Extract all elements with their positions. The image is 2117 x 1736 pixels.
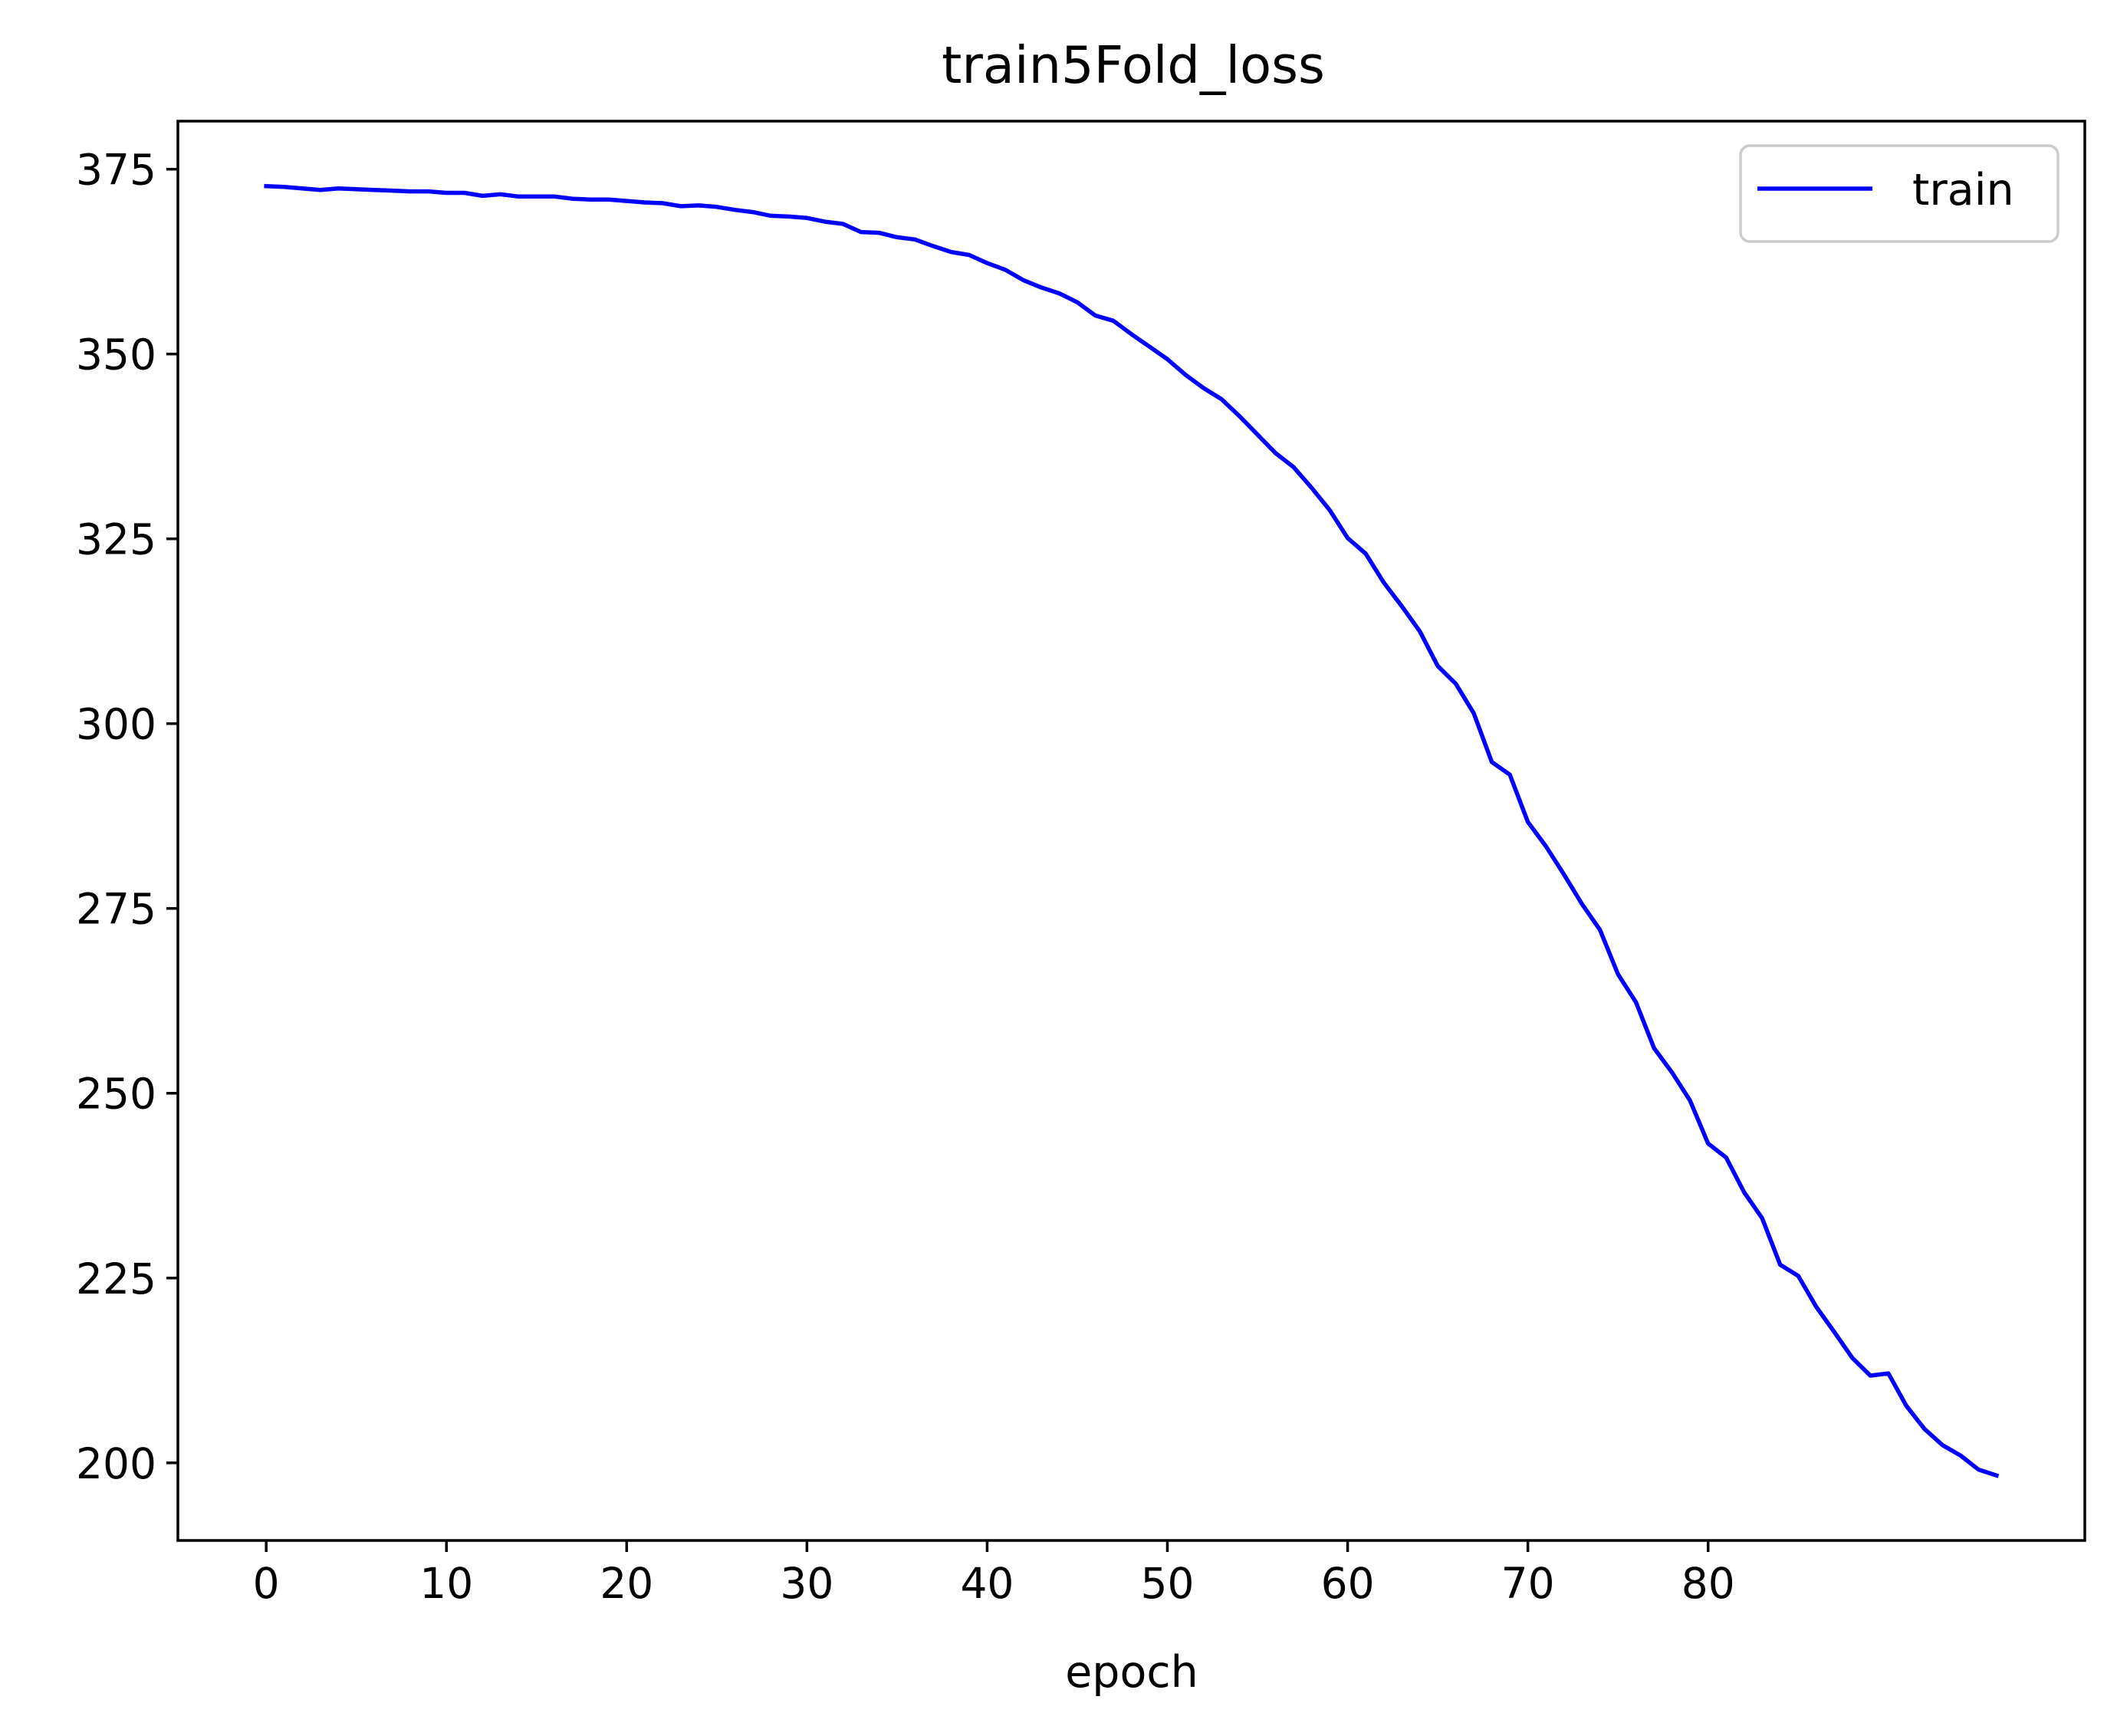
plot-area-frame	[176, 120, 2086, 1542]
legend-box	[1739, 144, 2059, 243]
legend-label-train: train	[1912, 165, 2014, 215]
x-tick-label: 60	[1321, 1559, 1375, 1608]
x-tick-label: 50	[1141, 1559, 1195, 1608]
y-tick-label: 375	[76, 146, 156, 195]
chart-title: train5Fold_loss	[942, 35, 1325, 95]
plot-lines	[264, 183, 2000, 1478]
x-tick-label: 20	[600, 1559, 653, 1608]
x-axis-ticks: 0 10 20 30 40 50 60 70 80	[253, 1540, 1735, 1608]
legend: train	[1739, 144, 2059, 243]
y-tick-label: 225	[76, 1254, 156, 1304]
x-axis-label: epoch	[1065, 1647, 1198, 1698]
x-tick-label: 40	[960, 1559, 1014, 1608]
y-tick-label: 350	[76, 330, 156, 380]
x-tick-label: 70	[1501, 1559, 1555, 1608]
x-tick-label: 0	[253, 1559, 280, 1608]
y-tick-label: 325	[76, 515, 156, 564]
x-tick-label: 80	[1681, 1559, 1735, 1608]
y-tick-label: 300	[76, 700, 156, 749]
series-line-train	[264, 183, 2000, 1478]
y-tick-label: 275	[76, 885, 156, 934]
x-tick-label: 30	[780, 1559, 833, 1608]
y-tick-label: 200	[76, 1439, 156, 1488]
x-tick-label: 10	[419, 1559, 473, 1608]
y-axis-ticks: 200 225 250 275 300 325 350 375	[76, 146, 178, 1488]
y-tick-label: 250	[76, 1070, 156, 1119]
